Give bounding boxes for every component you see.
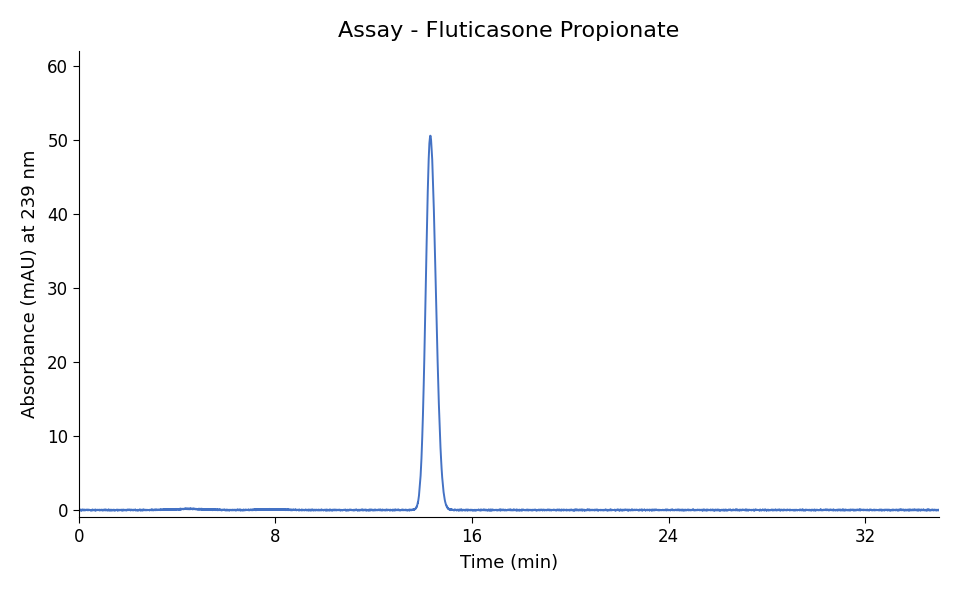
X-axis label: Time (min): Time (min): [460, 554, 558, 572]
Y-axis label: Absorbance (mAU) at 239 nm: Absorbance (mAU) at 239 nm: [21, 150, 38, 418]
Title: Assay - Fluticasone Propionate: Assay - Fluticasone Propionate: [338, 21, 680, 41]
